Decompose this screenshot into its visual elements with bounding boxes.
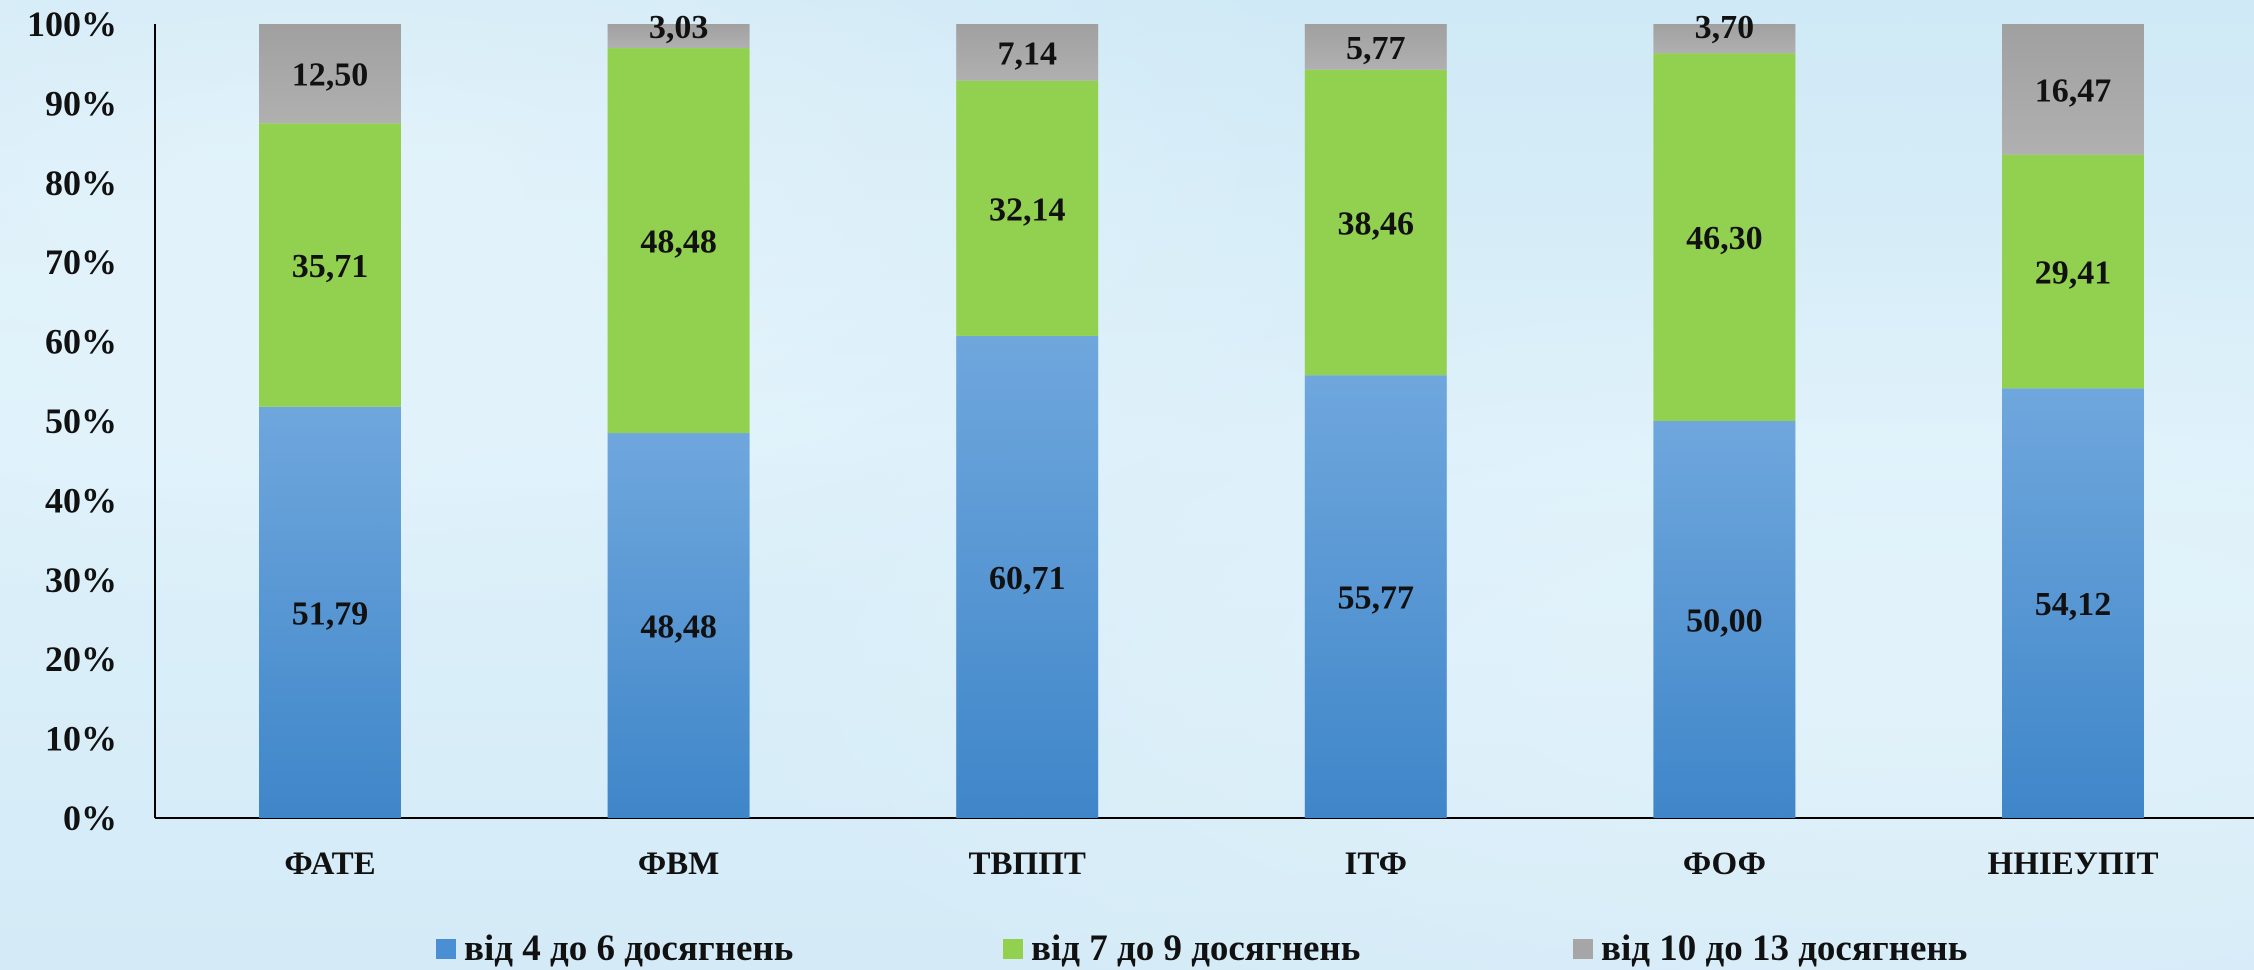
bars (259, 24, 2144, 818)
bar-segment-blue (1653, 421, 1796, 818)
x-tick-label: ФВМ (638, 846, 720, 882)
legend-swatch-green (1003, 939, 1023, 959)
legend-swatch-blue (436, 939, 456, 959)
bar-segment-green (1304, 69, 1447, 376)
data-label-green: 29,41 (2035, 255, 2112, 292)
y-tick-label: 50% (45, 401, 117, 441)
x-axis: ФАТЕ ФВМ ТВППТ ІТФ ФОФ ННІЕУПІТ (155, 817, 2254, 882)
y-tick-label: 70% (45, 242, 117, 282)
bar-segment-green (2002, 154, 2144, 389)
data-label-gray: 16,47 (2035, 72, 2112, 109)
bar-segment-blue (259, 406, 401, 818)
x-tick-label: ФАТЕ (284, 846, 375, 882)
data-label-green: 35,71 (292, 248, 369, 285)
x-tick-label: ТВППТ (969, 846, 1086, 882)
legend-item-blue: від 4 до 6 досягнень (436, 928, 793, 970)
stacked-bar-chart: 0% 10% 20% 30% 40% 50% 60% 70% 80% 90% 100% ФАТЕ ФВ… (27, 4, 2254, 882)
bar-segment-gray (2002, 24, 2144, 155)
legend-item-gray: від 10 до 13 досягнень (1573, 928, 1967, 970)
data-label-blue: 50,00 (1686, 603, 1763, 640)
y-tick-label: 80% (45, 163, 117, 203)
legend: від 4 до 6 досягнень від 7 до 9 досягнен… (0, 928, 2254, 970)
data-label-gray: 3,70 (1695, 9, 1755, 46)
x-tick-label: ННІЕУПІТ (1988, 846, 2159, 882)
bar-segment-gray (956, 24, 1099, 81)
legend-swatch-gray (1573, 939, 1593, 959)
data-label-gray: 5,77 (1346, 30, 1406, 67)
data-label-green: 32,14 (989, 191, 1066, 228)
data-label-green: 48,48 (640, 224, 717, 261)
legend-item-green: від 7 до 9 досягнень (1003, 928, 1360, 970)
legend-label: від 7 до 9 досягнень (1031, 928, 1361, 969)
bar-segment-blue (956, 335, 1099, 818)
data-label-gray: 12,50 (292, 57, 369, 94)
y-tick-label: 90% (45, 83, 117, 123)
data-label-gray: 3,03 (649, 9, 709, 46)
y-tick-label: 100% (27, 4, 117, 44)
bar-segment-green (259, 123, 401, 407)
y-tick-label: 30% (45, 560, 117, 600)
bar-segment-gray (259, 24, 401, 124)
y-tick-label: 40% (45, 480, 117, 520)
bar-segment-blue (2002, 388, 2144, 818)
x-tick-label: ФОФ (1683, 846, 1766, 882)
data-labels: 51,79 35,71 12,50 48,48 48,48 3,03 60,71 32,14 7… (292, 9, 2112, 646)
y-axis: 0% 10% 20% 30% 40% 50% 60% 70% 80% 90% 100% (27, 4, 156, 838)
bar-segment-green (607, 48, 750, 434)
bar-segment-blue (607, 433, 750, 818)
y-tick-label: 60% (45, 322, 117, 362)
data-label-blue: 48,48 (640, 609, 717, 646)
bar-segment-gray (1304, 24, 1447, 70)
bar-segment-green (1653, 53, 1796, 422)
legend-label: від 10 до 13 досягнень (1601, 928, 1968, 969)
data-label-blue: 55,77 (1338, 580, 1415, 617)
data-label-blue: 54,12 (2035, 586, 2112, 623)
data-label-gray: 7,14 (997, 35, 1057, 72)
x-tick-label: ІТФ (1345, 846, 1407, 882)
bar-segment-gray (607, 24, 750, 49)
y-tick-label: 20% (45, 639, 117, 679)
y-tick-label: 10% (45, 719, 117, 759)
bar-segment-gray (1653, 24, 1796, 54)
bar-segment-blue (1304, 375, 1447, 818)
data-label-green: 38,46 (1338, 206, 1415, 243)
data-label-blue: 60,71 (989, 560, 1066, 597)
data-label-green: 46,30 (1686, 220, 1763, 257)
data-label-blue: 51,79 (292, 595, 369, 632)
y-tick-label: 0% (63, 798, 117, 838)
bar-segment-green (956, 80, 1099, 336)
legend-label: від 4 до 6 досягнень (464, 928, 794, 969)
